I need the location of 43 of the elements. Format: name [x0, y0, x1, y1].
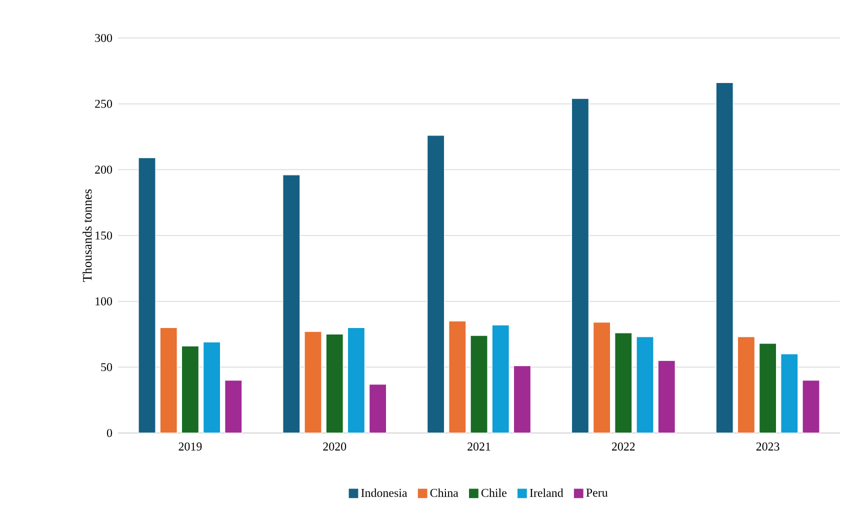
y-axis-title: Thousands tonnes — [82, 189, 92, 282]
legend-label: Peru — [586, 488, 608, 497]
y-tick-label: 200 — [95, 166, 112, 174]
bar — [658, 360, 676, 434]
bar — [636, 336, 654, 434]
legend-label: Chile — [481, 488, 506, 497]
y-tick-label: 250 — [95, 100, 112, 108]
bar — [571, 98, 590, 434]
bar — [347, 327, 366, 434]
bar — [716, 82, 734, 434]
bar — [614, 332, 632, 434]
x-tick-label: 2020 — [323, 442, 346, 451]
bar — [448, 320, 466, 434]
y-tick-label: 100 — [96, 297, 112, 306]
bar — [282, 174, 300, 434]
bar — [737, 336, 756, 434]
bar — [369, 384, 387, 434]
bar — [492, 324, 510, 434]
bar — [470, 335, 488, 434]
x-tick-label: 2019 — [178, 442, 202, 451]
y-tick-label: 150 — [96, 231, 112, 240]
bar — [513, 366, 532, 434]
x-tick-label: 2021 — [468, 442, 490, 451]
legend-label: Ireland — [530, 488, 564, 497]
bar — [304, 331, 322, 434]
bar — [759, 343, 777, 434]
bar — [326, 334, 344, 434]
y-tick-label: 50 — [101, 363, 112, 372]
bar — [203, 342, 221, 434]
bar — [138, 158, 156, 434]
y-tick-label: 0 — [106, 428, 112, 438]
bar — [224, 380, 242, 434]
bar — [160, 327, 178, 434]
legend-label: Indonesia — [361, 488, 408, 497]
bar — [593, 322, 611, 434]
bar — [181, 346, 200, 434]
bar — [427, 135, 445, 434]
bar — [802, 380, 820, 434]
x-tick-label: 2023 — [756, 442, 780, 451]
x-tick-label: 2022 — [612, 442, 635, 451]
legend-label: China — [430, 488, 458, 497]
y-tick-label: 300 — [95, 34, 112, 42]
bar — [780, 354, 798, 434]
